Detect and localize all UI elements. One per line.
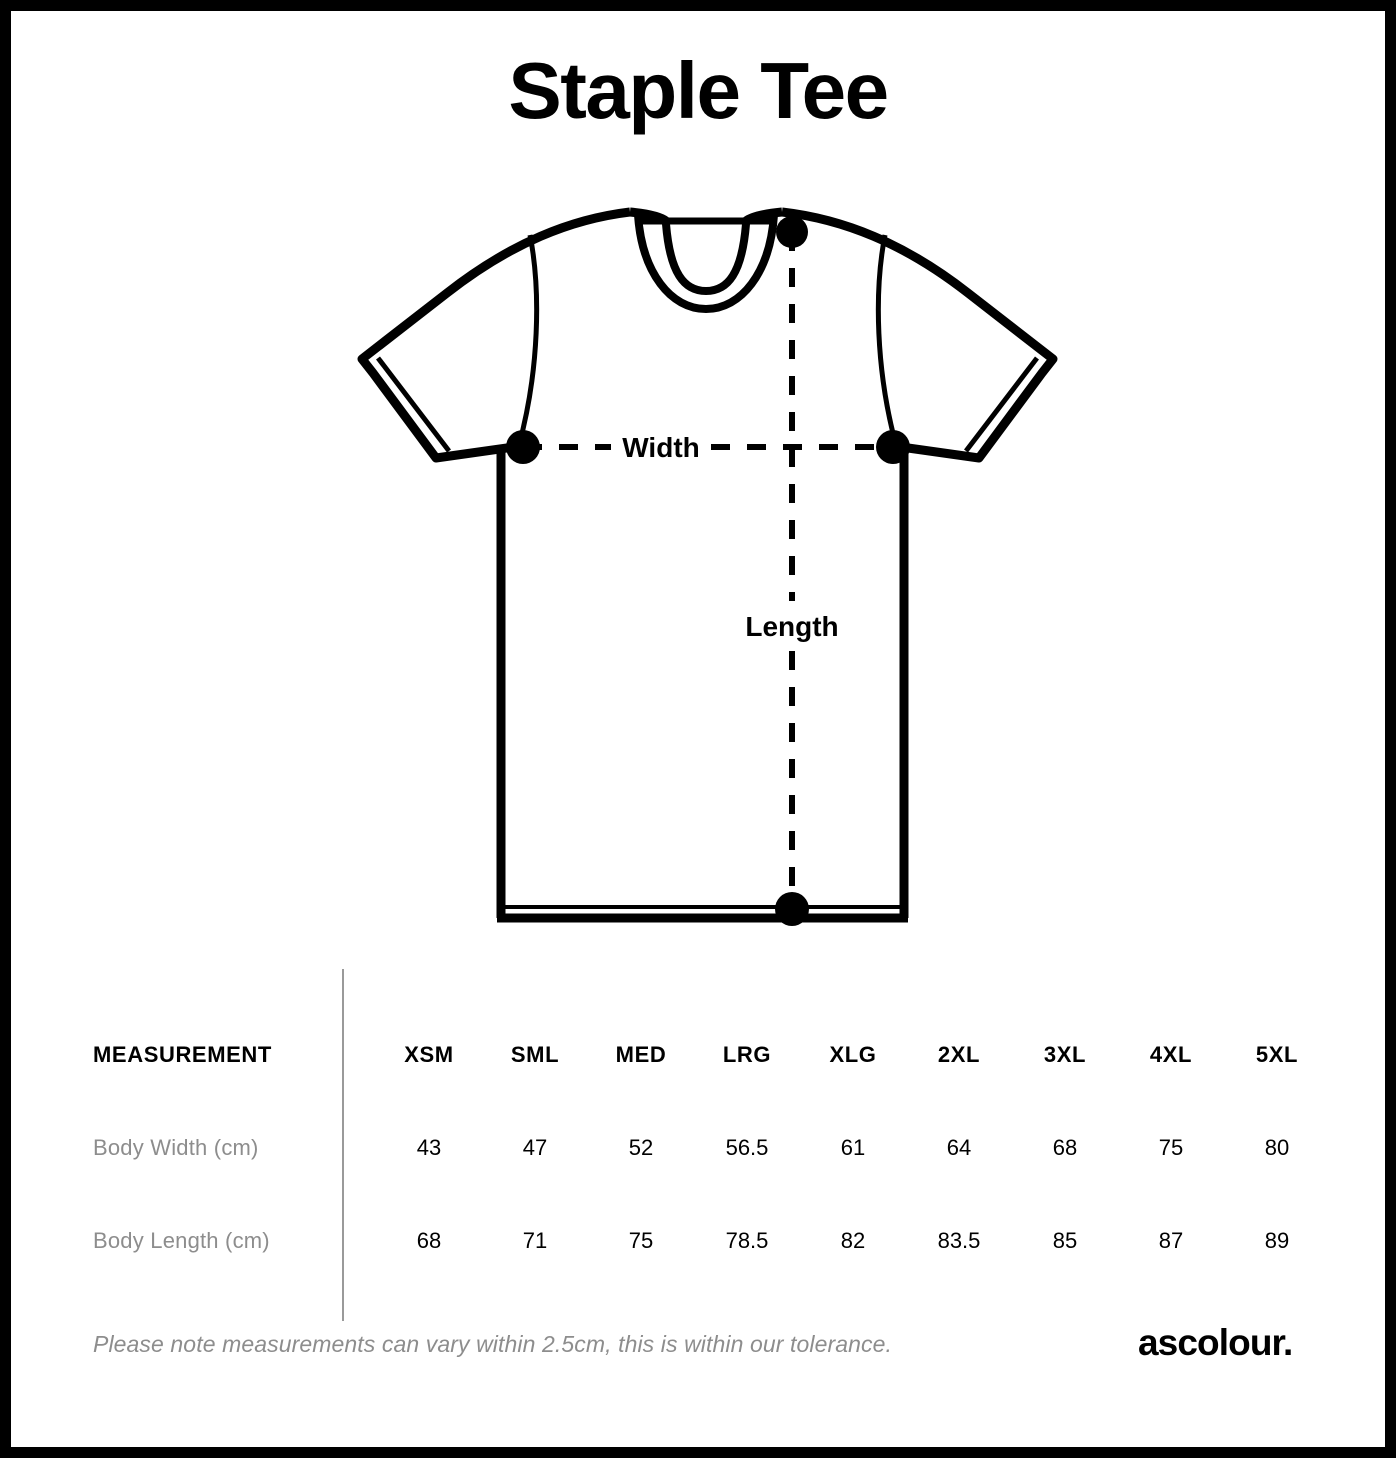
tshirt-diagram: Width Length <box>11 181 1385 961</box>
body-outline <box>496 447 909 918</box>
cell-body-width-sml: 47 <box>522 1135 548 1160</box>
row-label-body-length: Body Length (cm) <box>93 1228 270 1253</box>
column-header-xlg: XLG <box>829 1042 877 1067</box>
cell-body-width-xlg: 61 <box>840 1135 866 1160</box>
cell-body-length-4xl: 87 <box>1158 1228 1184 1253</box>
tolerance-note: Please note measurements can vary within… <box>93 1331 893 1357</box>
table-vertical-divider <box>342 969 344 1321</box>
tshirt-svg: Width Length <box>357 207 1058 926</box>
ascolour-logo: ascolour. <box>1138 1322 1293 1363</box>
column-header-measurement: MEASUREMENT <box>93 1042 272 1067</box>
left-sleeve-outline <box>357 207 631 463</box>
column-header-2xl: 2XL <box>937 1042 981 1067</box>
table-header-row: MEASUREMENT XSM SML MED LRG XLG 2XL 3XL … <box>11 1035 1385 1075</box>
right-armhole-seam <box>875 234 899 446</box>
column-header-lrg: LRG <box>722 1042 772 1067</box>
column-header-5xl: 5XL <box>1255 1042 1299 1067</box>
cell-body-length-med: 75 <box>628 1228 654 1253</box>
column-header-4xl: 4XL <box>1149 1042 1193 1067</box>
cell-body-length-2xl: 83.5 <box>937 1228 981 1253</box>
cell-body-length-sml: 71 <box>522 1228 548 1253</box>
cell-body-width-med: 52 <box>628 1135 654 1160</box>
cell-body-length-5xl: 89 <box>1264 1228 1290 1253</box>
length-label: Length <box>745 611 838 642</box>
table-row: Body Width (cm) 43 47 52 56.5 61 64 68 7… <box>11 1128 1385 1168</box>
column-header-sml: SML <box>510 1042 560 1067</box>
table-row: Body Length (cm) 68 71 75 78.5 82 83.5 8… <box>11 1221 1385 1261</box>
column-header-3xl: 3XL <box>1043 1042 1087 1067</box>
page-title: Staple Tee <box>508 46 889 135</box>
cell-body-width-4xl: 75 <box>1158 1135 1184 1160</box>
cell-body-length-xsm: 68 <box>416 1228 442 1253</box>
cell-body-length-lrg: 78.5 <box>725 1228 769 1253</box>
column-header-med: MED <box>615 1042 667 1067</box>
right-cuff-line <box>964 356 1039 453</box>
marker-hem-point <box>775 892 809 926</box>
cell-body-length-xlg: 82 <box>840 1228 866 1253</box>
cell-body-width-xsm: 43 <box>416 1135 442 1160</box>
cell-body-length-3xl: 85 <box>1052 1228 1078 1253</box>
width-label: Width <box>622 432 700 463</box>
row-label-body-width: Body Width (cm) <box>93 1135 259 1160</box>
marker-right-armpit <box>876 430 910 464</box>
cell-body-width-2xl: 64 <box>946 1135 972 1160</box>
collar-band-inner <box>662 223 750 296</box>
right-sleeve-outline <box>781 207 1058 463</box>
collar-band-outer <box>634 214 778 314</box>
cell-body-width-3xl: 68 <box>1052 1135 1078 1160</box>
cell-body-width-5xl: 80 <box>1264 1135 1290 1160</box>
marker-left-armpit <box>506 430 540 464</box>
chart-canvas: Staple Tee <box>11 11 1385 1447</box>
cell-body-width-lrg: 56.5 <box>725 1135 769 1160</box>
measurement-table: MEASUREMENT XSM SML MED LRG XLG 2XL 3XL … <box>11 951 1385 1351</box>
left-armhole-seam <box>516 234 540 446</box>
column-header-xsm: XSM <box>404 1042 454 1067</box>
marker-shoulder-point <box>776 216 808 248</box>
left-cuff-line <box>376 356 451 453</box>
